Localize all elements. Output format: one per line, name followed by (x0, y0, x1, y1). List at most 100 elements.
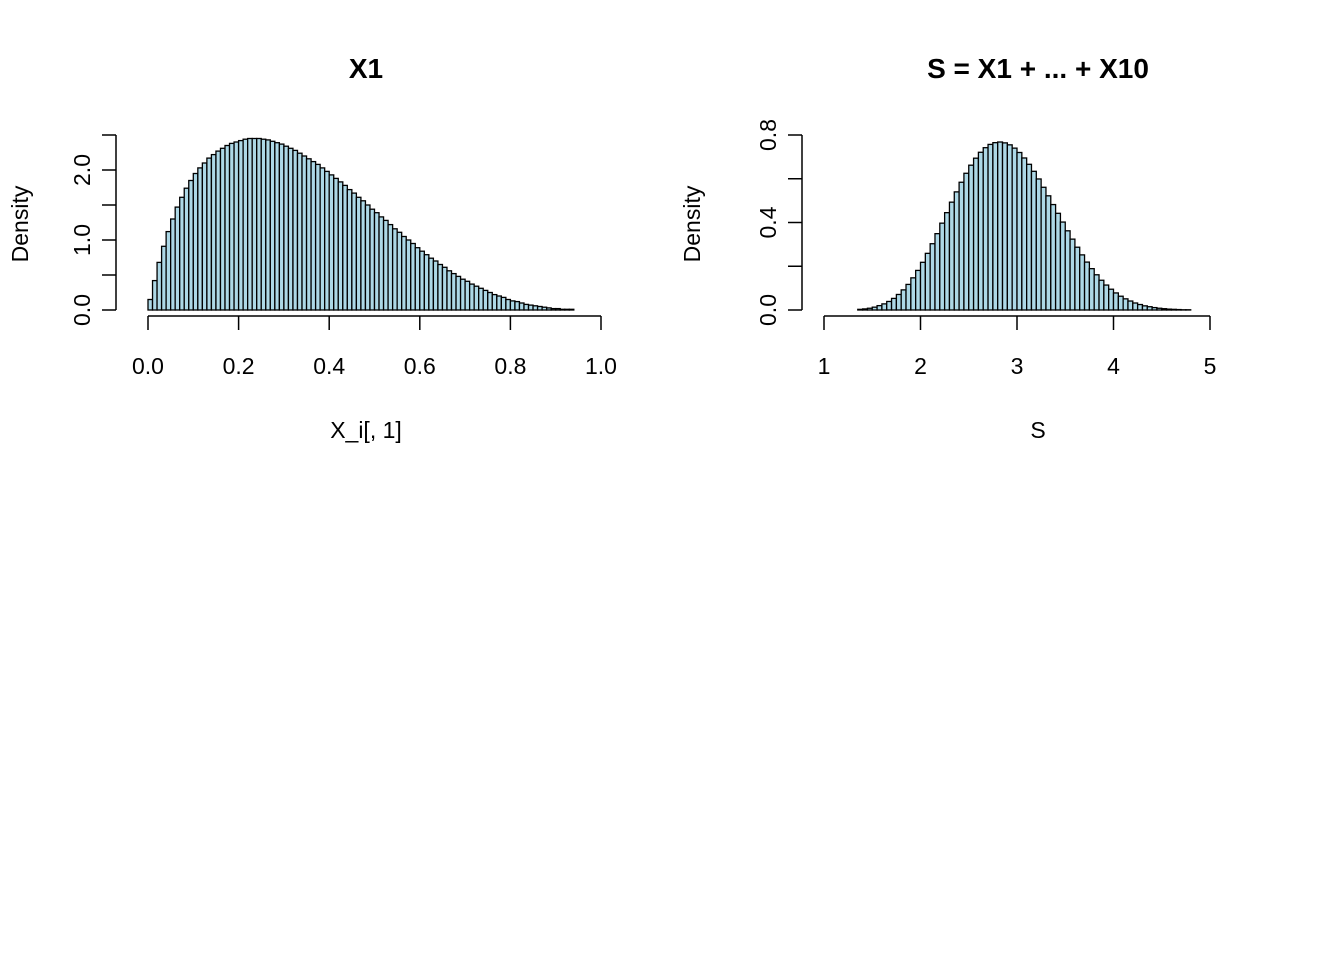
histogram-bar (861, 308, 869, 311)
histogram-bar (968, 164, 975, 311)
histogram-bar (518, 302, 525, 311)
histogram-bar (886, 300, 893, 311)
histogram-bar (1117, 295, 1124, 311)
x-tick-label: 0.6 (404, 353, 436, 379)
histogram-bar (1069, 238, 1076, 311)
histogram-bar (355, 196, 362, 311)
y-axis: 0.0 0.4 0.8 (755, 119, 803, 326)
x-axis-label: S (1030, 417, 1045, 443)
histogram-bar (1156, 307, 1163, 311)
histogram-bar (527, 304, 534, 311)
histogram-bars (147, 137, 575, 311)
histogram-bar (1016, 151, 1023, 311)
histogram-bar (437, 263, 444, 311)
histogram-bars (857, 141, 1192, 311)
histogram-bar (564, 308, 570, 311)
histogram-bar (188, 179, 194, 311)
histogram-bar (536, 305, 543, 311)
histogram-bar (369, 208, 376, 311)
histogram-bar (251, 137, 258, 311)
histogram-bar (237, 139, 244, 311)
histogram-bar (219, 147, 226, 311)
histogram-bar (1146, 306, 1153, 311)
histogram-bar (1045, 195, 1052, 311)
histogram-bar (1088, 268, 1095, 311)
histogram-bar (876, 304, 883, 311)
histogram-bar (328, 174, 335, 311)
histogram-bar (305, 158, 312, 311)
histogram-bar (160, 245, 167, 311)
histogram-bar (419, 250, 425, 311)
histogram-bar (1103, 284, 1110, 311)
y-axis-label: Density (7, 185, 33, 262)
y-tick-label: 1.0 (69, 224, 95, 256)
histogram-bar (924, 252, 931, 311)
histogram-bar (410, 242, 416, 311)
x-tick-label: 2 (914, 353, 927, 379)
histogram-bar (972, 157, 980, 311)
histogram-bar (387, 223, 394, 311)
histogram-panel-x1: X1 0.0 0.2 0.4 0.6 0.8 1.0 0.0 1.0 2.0 X_i[, 1]… (7, 53, 617, 443)
x-tick-label: 5 (1204, 353, 1217, 379)
x-axis-label: X_i[, 1] (330, 417, 402, 443)
histogram-bar (351, 192, 358, 311)
histogram-bar (1093, 274, 1100, 311)
histogram-bar (1112, 292, 1119, 311)
y-tick-label: 0.0 (755, 294, 781, 326)
histogram-bar (900, 289, 907, 311)
histogram-bar (169, 218, 176, 311)
histogram-bar (505, 298, 512, 311)
histogram-bar (192, 172, 199, 311)
histogram-bar (1141, 305, 1148, 311)
histogram-bar (905, 283, 912, 311)
histogram-bar (559, 308, 566, 311)
histogram-bar (414, 247, 421, 311)
histogram-bar (532, 305, 539, 311)
x-tick-label: 4 (1107, 353, 1120, 379)
histogram-bar (265, 139, 271, 311)
histogram-bar (342, 184, 348, 311)
histogram-bar (296, 152, 303, 311)
histogram-bar (1132, 302, 1139, 311)
histogram-bar (360, 200, 367, 311)
histogram-bar (464, 280, 471, 311)
histogram-bar (292, 149, 299, 311)
y-tick-label: 0.4 (755, 206, 781, 238)
histogram-bar (373, 212, 380, 311)
histogram-bar (1030, 170, 1037, 311)
y-tick-label: 0.0 (69, 294, 95, 326)
x-axis: 0.0 0.2 0.4 0.6 0.8 1.0 (132, 315, 617, 379)
chart-title: S = X1 + ... + X10 (927, 53, 1149, 84)
histogram-bar (1021, 157, 1028, 311)
histogram-bar (283, 145, 290, 311)
histogram-bar (183, 187, 190, 311)
histogram-bar (997, 141, 1004, 311)
histogram-bar (871, 306, 878, 311)
histogram-bar (1165, 308, 1173, 311)
histogram-bar (215, 150, 222, 311)
histogram-bar (1122, 298, 1129, 311)
histogram-bar (934, 233, 941, 311)
histogram-bar (509, 300, 516, 311)
histogram-bar (396, 231, 403, 311)
histogram-bar (269, 140, 276, 311)
histogram-bar (987, 143, 994, 311)
histogram-bar (545, 307, 552, 311)
x-tick-label: 0.0 (132, 353, 164, 379)
histogram-bar (958, 181, 965, 311)
histogram-bar (1026, 163, 1033, 311)
histogram-bar (1040, 186, 1047, 311)
histogram-bar (450, 272, 457, 311)
histogram-bar (1054, 212, 1062, 311)
histogram-bar (346, 188, 353, 311)
histogram-bar (1083, 261, 1091, 311)
y-axis: 0.0 1.0 2.0 (69, 134, 117, 326)
histogram-bar (446, 270, 453, 311)
histogram-bar (496, 295, 502, 311)
histogram-bar (378, 216, 385, 311)
histogram-bar (459, 278, 466, 311)
histogram-bar (915, 269, 922, 311)
histogram-bar (568, 308, 575, 311)
histogram-bar (310, 160, 317, 311)
histogram-bar (224, 144, 231, 311)
